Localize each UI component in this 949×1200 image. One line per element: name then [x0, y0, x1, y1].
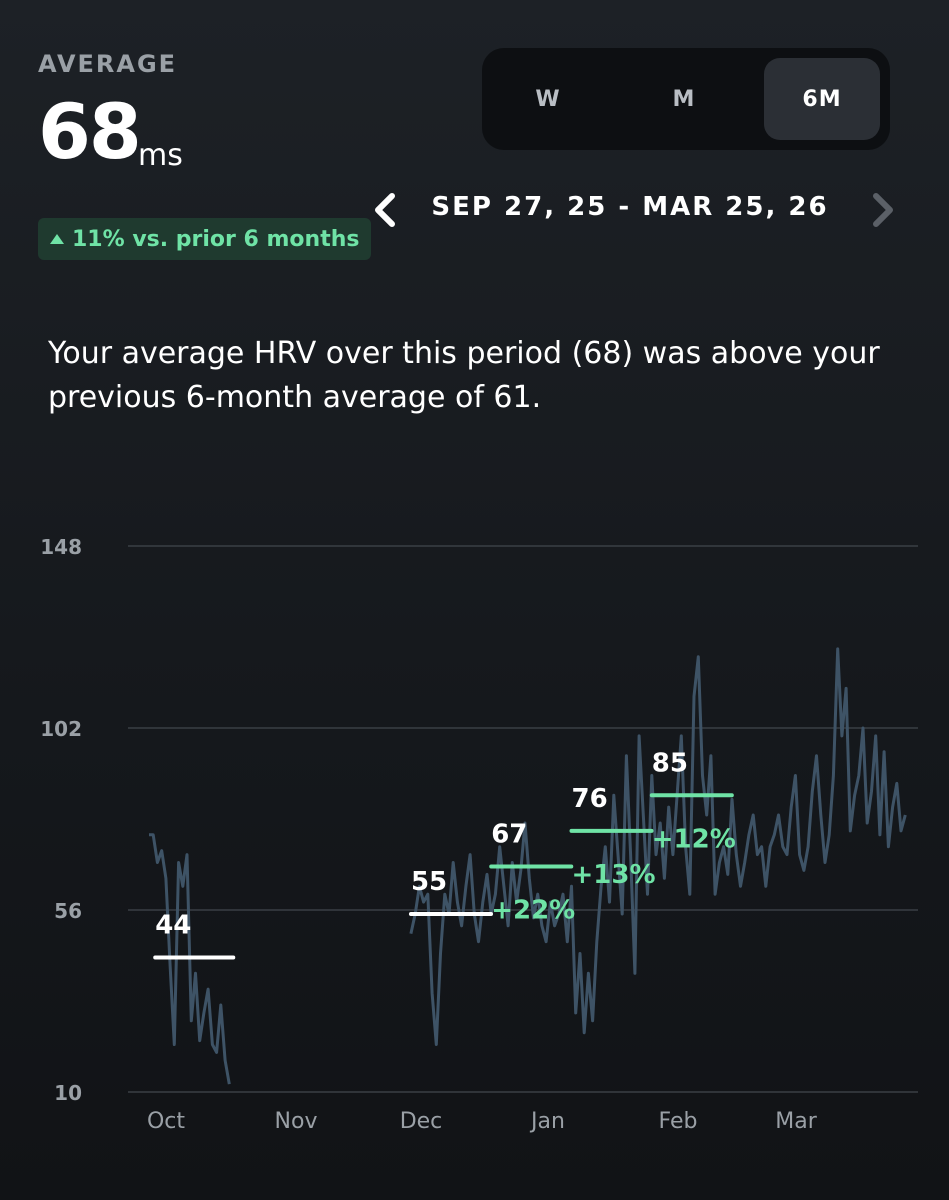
- x-tick-label: Oct: [147, 1109, 185, 1134]
- range-week-button[interactable]: W: [535, 86, 561, 112]
- hrv-series-line: [149, 833, 231, 1085]
- chevron-left-icon[interactable]: [366, 190, 406, 230]
- x-tick-label: Nov: [275, 1109, 318, 1134]
- chevron-right-icon[interactable]: [862, 190, 902, 230]
- change-badge: 11% vs. prior 6 months: [38, 218, 372, 260]
- summary-text: Your average HRV over this period (68) w…: [48, 336, 880, 415]
- x-tick-label: Dec: [400, 1109, 443, 1134]
- y-tick-label: 10: [54, 1081, 82, 1105]
- x-tick-label: Jan: [529, 1109, 565, 1134]
- range-6-month-button[interactable]: 6M: [764, 58, 880, 140]
- hrv-chart: 148 102 56 10 Oct Nov Dec Jan Feb Mar 44 55 67 +22% 76…: [40, 535, 918, 1134]
- hrv-series-line: [409, 647, 907, 1046]
- average-label: 67: [491, 819, 527, 849]
- y-tick-label: 56: [54, 899, 82, 923]
- average-value: 68: [38, 87, 142, 176]
- date-range: SEP 27, 25 - MAR 25, 26: [431, 192, 829, 222]
- x-tick-label: Mar: [775, 1109, 817, 1134]
- average-label: 76: [572, 784, 608, 814]
- average-change-label: +13%: [572, 860, 656, 890]
- average-label: 55: [411, 867, 447, 897]
- average-change-label: +12%: [652, 824, 736, 854]
- average-change-label: +22%: [491, 895, 575, 925]
- average-label: AVERAGE: [38, 50, 178, 78]
- y-tick-label: 148: [40, 535, 82, 559]
- range-selector: W M 6M: [482, 48, 890, 150]
- up-triangle-icon: [50, 234, 64, 244]
- range-month-button[interactable]: M: [672, 86, 696, 112]
- change-badge-text: 11% vs. prior 6 months: [72, 226, 360, 252]
- y-tick-label: 102: [40, 717, 82, 741]
- x-tick-label: Feb: [659, 1109, 698, 1134]
- average-unit: ms: [138, 138, 183, 173]
- average-label: 44: [155, 910, 191, 940]
- average-label: 85: [652, 748, 688, 778]
